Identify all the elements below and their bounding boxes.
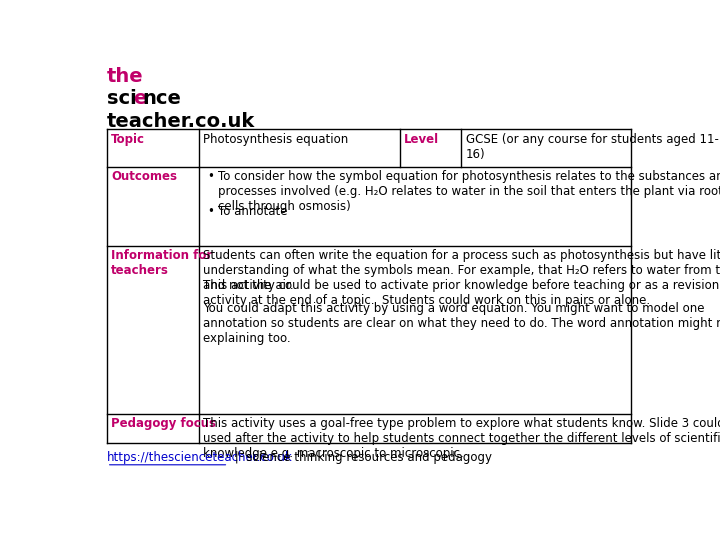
Text: Outcomes: Outcomes (111, 170, 177, 183)
Text: •: • (208, 205, 215, 218)
Text: This activity could be used to activate prior knowledge before teaching or as a : This activity could be used to activate … (203, 279, 719, 307)
Text: sci: sci (107, 90, 137, 109)
Text: To annotate: To annotate (217, 205, 287, 218)
Text: You could adapt this activity by using a word equation. You might want to model : You could adapt this activity by using a… (203, 302, 720, 345)
Text: e: e (133, 90, 146, 109)
Text: GCSE (or any course for students aged 11-
16): GCSE (or any course for students aged 11… (466, 133, 719, 160)
Text: Information for
teachers: Information for teachers (111, 249, 212, 277)
Text: https://thescienceteacher.co.uk: https://thescienceteacher.co.uk (107, 451, 292, 464)
Text: •: • (208, 170, 215, 183)
Text: Pedagogy focus: Pedagogy focus (111, 417, 216, 430)
Text: |  science thinking resources and pedagogy: | science thinking resources and pedagog… (230, 451, 492, 464)
Text: the: the (107, 66, 143, 85)
Text: Level: Level (404, 133, 439, 146)
Text: To consider how the symbol equation for photosynthesis relates to the substances: To consider how the symbol equation for … (217, 170, 720, 213)
Text: teacher.co.uk: teacher.co.uk (107, 112, 255, 131)
Text: Topic: Topic (111, 133, 145, 146)
Text: nce: nce (143, 90, 181, 109)
Text: Photosynthesis equation: Photosynthesis equation (203, 133, 348, 146)
Text: Students can often write the equation for a process such as photosynthesis but h: Students can often write the equation fo… (203, 249, 720, 292)
Text: This activity uses a goal-free type problem to explore what students know. Slide: This activity uses a goal-free type prob… (203, 417, 720, 461)
